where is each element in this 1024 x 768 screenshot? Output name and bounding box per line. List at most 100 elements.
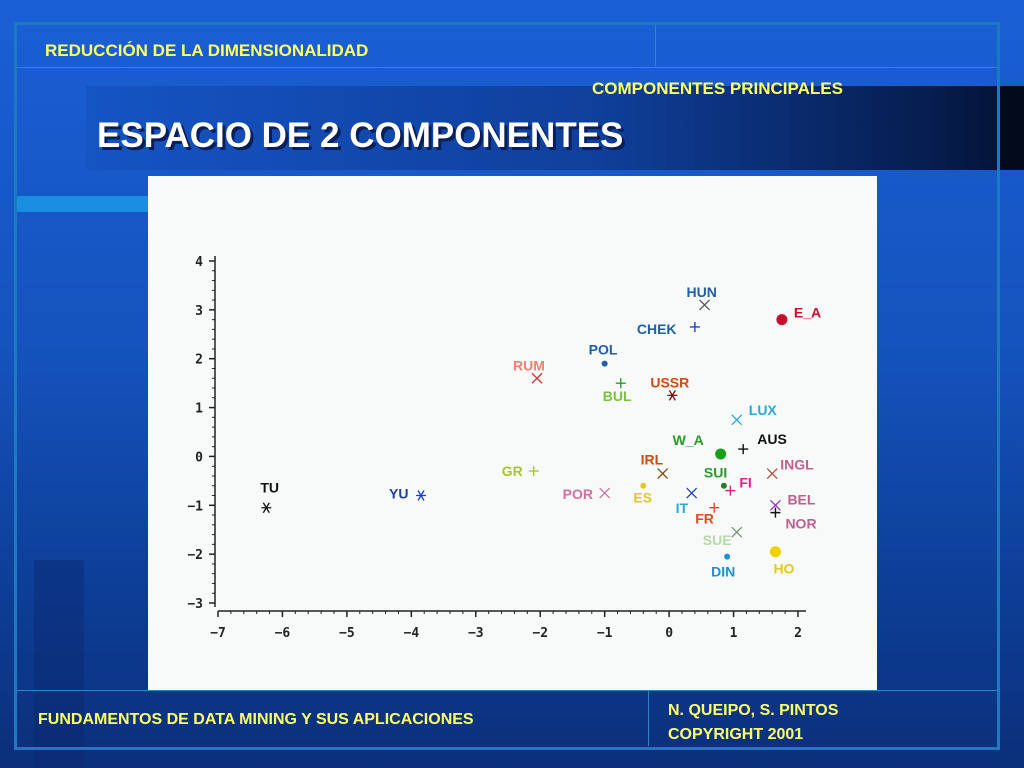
point-wa: W_A [673,432,727,460]
point-hun: HUN [687,284,717,311]
y-tick-label: 0 [195,450,203,465]
point-label: HO [773,561,794,577]
point-irl: IRL [641,452,669,479]
point-it: IT [676,487,698,516]
point-label: SUE [703,532,732,548]
chart-axes: −3 −2 −1 0 1 2 3 4 −7 −6 −5 −4 −3 −2 −1 0 1 2 [187,255,806,641]
point-gr: GR [502,463,539,479]
point-ussr: USSR [650,374,689,401]
point-sue: SUE [703,526,743,548]
x-tick-label: 0 [665,626,673,641]
y-tick-label: 3 [195,304,203,319]
point-ea: E_A [776,305,821,326]
decorative-stripe [34,560,84,768]
point-marker [657,468,669,479]
point-label: LUX [749,402,778,418]
point-label: BUL [603,388,632,404]
credits: N. QUEIPO, S. PINTOS COPYRIGHT 2001 [668,699,838,747]
point-label: FR [695,511,714,527]
point-marker [776,314,788,326]
point-label: W_A [673,432,704,448]
point-fi: FI [725,475,752,496]
point-marker [766,468,778,479]
point-ho: HO [769,546,795,577]
point-pol: POL [589,342,618,367]
point-label: NOR [785,516,816,532]
slide-title: ESPACIO DE 2 COMPONENTES [97,116,624,155]
point-rum: RUM [513,357,545,384]
header-split [655,25,656,67]
point-marker [769,499,781,511]
point-marker [599,487,611,499]
point-marker [416,490,426,501]
chart-points: HUN E_A CHEK POL RUM BUL USSR LUX W_A AUS INGL IRL S… [260,284,821,580]
point-ingl: INGL [766,457,814,479]
point-marker [686,487,698,499]
point-bul: BUL [603,378,632,404]
point-es: ES [633,482,652,506]
title-band [86,86,1024,170]
point-por: POR [563,486,611,502]
point-marker [715,448,727,460]
point-nor: NOR [770,507,817,532]
point-label: POR [563,486,593,502]
y-tick-label: −1 [187,499,203,514]
point-label: SUI [704,465,727,481]
point-marker [724,553,731,560]
point-label: FI [739,475,751,491]
point-marker [699,299,711,311]
point-marker [601,360,608,367]
footer-divider [17,690,997,691]
footer-split [648,690,649,746]
copyright: COPYRIGHT 2001 [668,726,804,743]
point-marker [689,321,700,332]
point-label: GR [502,463,523,479]
point-marker [615,378,626,389]
x-tick-label: −7 [210,626,226,641]
point-tu: TU [260,480,279,514]
y-tick-label: −2 [187,548,203,563]
point-label: BEL [787,491,815,507]
y-tick-label: 1 [195,402,203,417]
x-tick-label: 2 [794,626,802,641]
point-marker [261,502,272,514]
x-tick-label: −6 [275,626,291,641]
subsection-heading: COMPONENTES PRINCIPALES [592,79,843,98]
point-label: DIN [711,564,735,580]
point-lux: LUX [731,402,778,426]
point-sui: SUI [704,465,727,489]
point-label: ES [633,490,652,506]
point-label: TU [260,480,279,496]
point-chek: CHEK [637,321,700,337]
point-marker [769,546,781,558]
decorative-tab [16,196,150,212]
y-tick-label: 2 [195,353,203,368]
x-tick-label: −1 [597,626,613,641]
point-label: YU [389,486,408,502]
point-label: IT [676,500,689,516]
point-label: HUN [687,284,717,300]
point-label: RUM [513,357,545,373]
y-tick-label: −3 [187,597,203,612]
slide-frame [14,22,1000,750]
x-tick-label: 1 [730,626,738,641]
point-label: INGL [780,457,814,473]
scatter-chart: −3 −2 −1 0 1 2 3 4 −7 −6 −5 −4 −3 −2 −1 0 1 2 HUN E_A CHEK P… [187,255,821,641]
x-tick-label: −3 [468,626,484,641]
point-label: E_A [794,305,821,321]
point-bel: BEL [769,491,816,511]
point-yu: YU [389,486,426,502]
point-label: USSR [650,374,689,390]
authors: N. QUEIPO, S. PINTOS [668,702,839,719]
point-marker [709,502,720,513]
course-name: FUNDAMENTOS DE DATA MINING Y SUS APLICAC… [38,711,474,728]
point-marker [738,444,749,455]
point-marker [731,526,743,538]
point-marker [731,414,743,426]
chart-panel: −3 −2 −1 0 1 2 3 4 −7 −6 −5 −4 −3 −2 −1 0 1 2 HUN E_A CHEK P… [148,176,877,690]
section-heading: REDUCCIÓN DE LA DIMENSIONALIDAD [45,41,369,60]
title-band-end [1000,86,1024,170]
point-marker [667,390,678,401]
y-tick-label: 4 [195,255,203,270]
point-din: DIN [711,553,735,580]
